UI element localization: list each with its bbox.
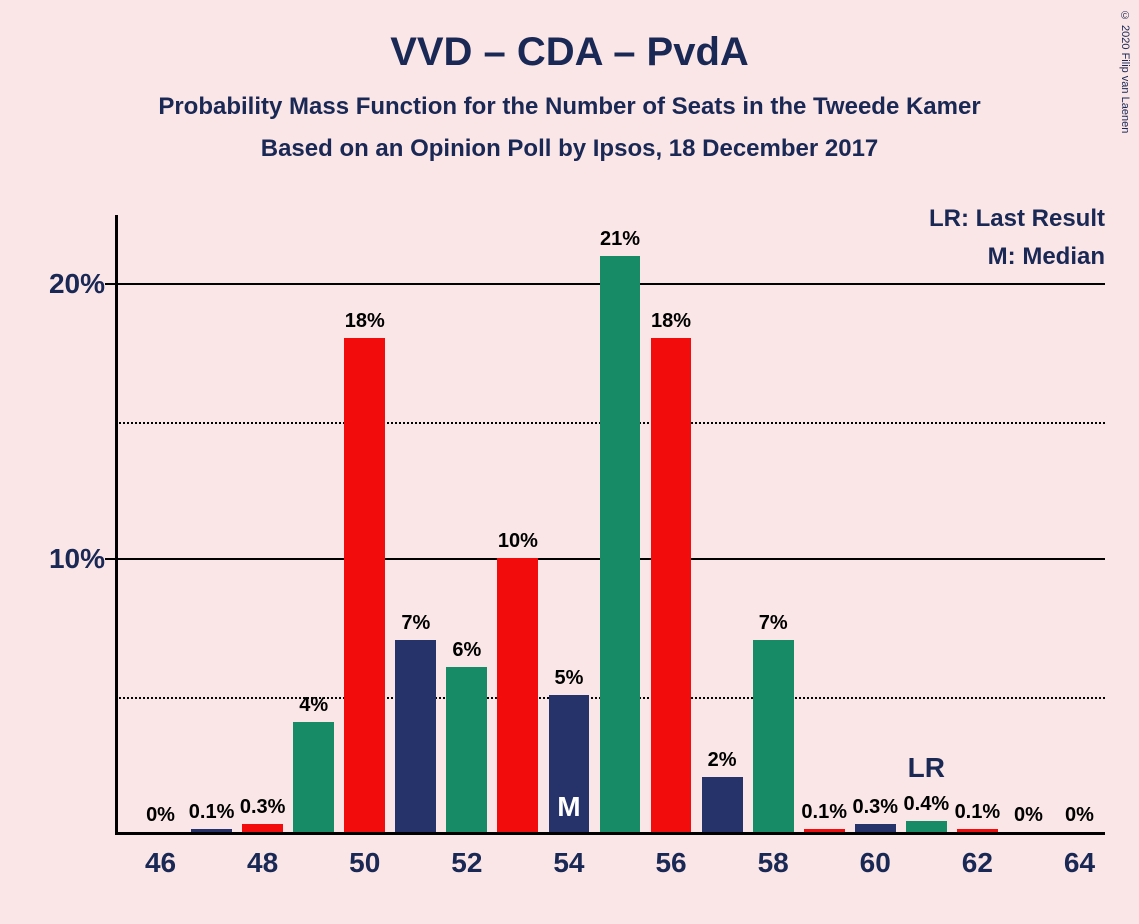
bar-value-label: 0.1% [955, 801, 1001, 824]
y-axis-label: 20% [49, 268, 105, 300]
x-axis-label: 50 [349, 847, 380, 879]
bar-value-label: 10% [498, 530, 538, 553]
x-axis-label: 48 [247, 847, 278, 879]
x-axis-label: 64 [1064, 847, 1095, 879]
bar-value-label: 5% [554, 667, 583, 690]
bar-value-label: 0.1% [189, 801, 235, 824]
bar [804, 829, 845, 832]
bar [600, 256, 641, 832]
chart-subtitle-2: Based on an Opinion Poll by Ipsos, 18 De… [0, 135, 1139, 163]
bar-value-label: 6% [452, 639, 481, 662]
chart-subtitle-1: Probability Mass Function for the Number… [0, 93, 1139, 121]
bar-value-label: 7% [401, 612, 430, 635]
bar [753, 640, 794, 832]
bar [702, 777, 743, 832]
bar-value-label: 18% [345, 310, 385, 333]
last-result-marker: LR [908, 752, 945, 784]
x-axis-label: 58 [758, 847, 789, 879]
x-axis-label: 60 [860, 847, 891, 879]
x-axis-label: 46 [145, 847, 176, 879]
bar [957, 829, 998, 832]
legend: LR: Last Result M: Median [929, 200, 1105, 277]
bar-value-label: 0.3% [240, 796, 286, 819]
bar [395, 640, 436, 832]
median-marker: M [557, 791, 580, 823]
bar-value-label: 0% [146, 804, 175, 827]
bar [855, 824, 896, 832]
bar [497, 558, 538, 832]
legend-lr: LR: Last Result [929, 200, 1105, 238]
y-axis [115, 215, 118, 835]
bar-value-label: 18% [651, 310, 691, 333]
pmf-bar-chart: LR: Last Result M: Median 10%20%46485052… [115, 215, 1105, 835]
bar-value-label: 4% [299, 694, 328, 717]
bar [906, 821, 947, 832]
bar-value-label: 0% [1014, 804, 1043, 827]
x-axis-label: 52 [451, 847, 482, 879]
bar-value-label: 0.3% [852, 796, 898, 819]
y-axis-label: 10% [49, 543, 105, 575]
chart-title: VVD – CDA – PvdA [0, 0, 1139, 75]
copyright-text: © 2020 Filip van Laenen [1119, 10, 1131, 133]
bar [191, 829, 232, 832]
bar [293, 722, 334, 832]
legend-m: M: Median [929, 238, 1105, 276]
x-axis-label: 54 [553, 847, 584, 879]
y-tick [105, 283, 115, 285]
bar-value-label: 21% [600, 228, 640, 251]
bar-value-label: 0.1% [801, 801, 847, 824]
bar [651, 338, 692, 832]
bar [344, 338, 385, 832]
bar-value-label: 7% [759, 612, 788, 635]
y-tick [105, 558, 115, 560]
bar-value-label: 0.4% [904, 793, 950, 816]
bar-value-label: 2% [708, 749, 737, 772]
bar [242, 824, 283, 832]
bar [446, 667, 487, 832]
x-axis-label: 62 [962, 847, 993, 879]
bar-value-label: 0% [1065, 804, 1094, 827]
x-axis [115, 832, 1105, 835]
x-axis-label: 56 [655, 847, 686, 879]
